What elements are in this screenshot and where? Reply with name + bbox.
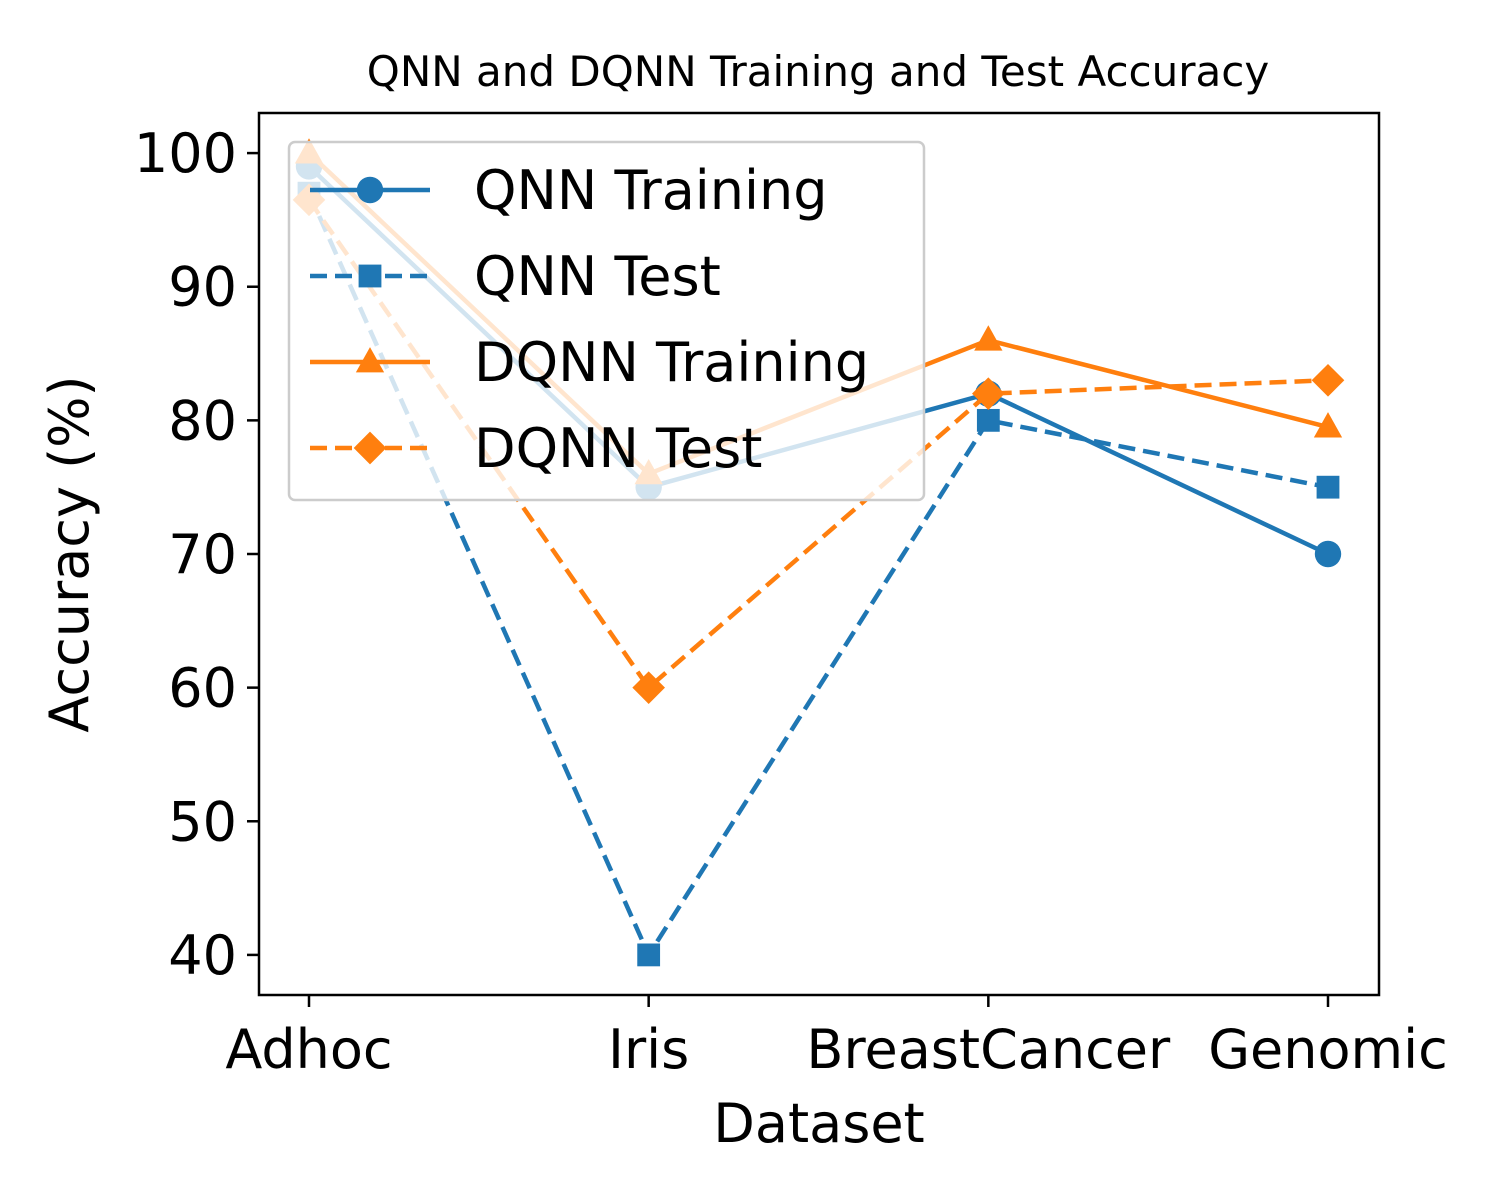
legend-item: QNN Test <box>310 245 721 308</box>
legend-marker <box>358 264 382 288</box>
y-tick-label: 80 <box>168 389 237 452</box>
legend-marker <box>356 176 384 204</box>
legend-label: DQNN Test <box>474 417 762 480</box>
x-tick-label: Iris <box>608 1018 689 1081</box>
x-axis: Adhoc Iris BreastCancer Genomic <box>225 995 1448 1081</box>
legend-marker <box>355 347 385 373</box>
series-line <box>307 198 1329 690</box>
x-tick-label: Genomic <box>1208 1018 1448 1081</box>
legend-item: DQNN Test <box>310 417 762 480</box>
legend-frame <box>287 140 926 502</box>
data-point <box>972 377 1005 410</box>
x-tick-label: BreastCancer <box>806 1018 1171 1081</box>
y-tick-label: 70 <box>168 523 237 586</box>
y-tick-label: 100 <box>134 122 237 185</box>
data-point <box>1316 475 1340 499</box>
legend-marker <box>353 431 387 465</box>
plot-series <box>292 138 1345 967</box>
y-axis-label: Accuracy (%) <box>38 375 101 732</box>
legend-item: DQNN Training <box>310 331 869 394</box>
y-tick-label: 40 <box>168 924 237 987</box>
legend-label: QNN Test <box>474 245 721 308</box>
y-tick-label: 60 <box>168 657 237 720</box>
legend-label: DQNN Training <box>474 331 869 394</box>
data-point <box>632 671 665 704</box>
data-point <box>1311 363 1345 397</box>
series-line <box>306 192 1329 958</box>
x-tick-label: Adhoc <box>225 1018 392 1081</box>
chart-title: QNN and DQNN Training and Test Accuracy <box>367 47 1269 96</box>
data-point <box>976 408 1000 432</box>
data-point <box>974 325 1003 351</box>
data-point <box>1313 412 1343 438</box>
legend-label: QNN Training <box>474 159 828 222</box>
legend-item: QNN Training <box>310 159 828 222</box>
data-point <box>637 943 661 967</box>
data-point <box>1314 540 1342 568</box>
legend: QNN Training QNN Test DQNN Training DQNN Te… <box>287 140 926 502</box>
y-axis: 40 50 60 70 80 90 100 <box>134 122 259 987</box>
y-tick-label: 90 <box>168 256 237 319</box>
y-tick-label: 50 <box>168 790 237 853</box>
x-axis-label: Dataset <box>713 1092 924 1155</box>
